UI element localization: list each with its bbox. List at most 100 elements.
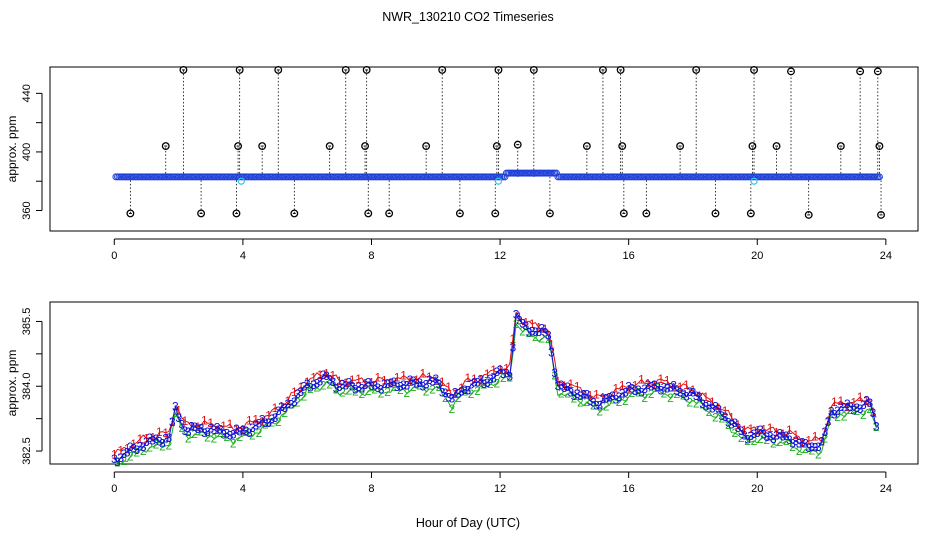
series-label-1: 1: [150, 431, 157, 445]
x-tick-label: 24: [880, 250, 892, 262]
series-label-2: 2: [815, 448, 822, 462]
series-label-3: 3: [445, 390, 452, 404]
series-label-3: 3: [841, 401, 848, 415]
series-label-2: 2: [500, 371, 507, 385]
series-label-1: 1: [799, 437, 806, 451]
series-label-1: 1: [548, 338, 555, 352]
series-label-2: 2: [821, 432, 828, 446]
series-label-3: 3: [683, 390, 690, 404]
series-label-3: 3: [622, 386, 629, 400]
series-label-3: 3: [375, 381, 382, 395]
series-label-1: 1: [516, 310, 523, 324]
series-label-1: 1: [709, 395, 716, 409]
series-label-3: 3: [358, 382, 365, 396]
series-label-2: 2: [725, 418, 732, 432]
series-label-3: 3: [702, 399, 709, 413]
series-label-2: 2: [307, 382, 314, 396]
series-label-2: 2: [577, 396, 584, 410]
series-label-2: 2: [153, 437, 160, 451]
series-label-1: 1: [207, 416, 214, 430]
series-label-1: 1: [259, 415, 266, 429]
series-label-3: 3: [310, 378, 317, 392]
series-label-3: 3: [494, 365, 501, 379]
outlier-point: [711, 209, 720, 218]
series-label-3: 3: [632, 384, 639, 398]
series-label-2: 2: [641, 391, 648, 405]
series-label-3: 3: [137, 440, 144, 454]
series-label-1: 1: [387, 377, 394, 391]
series-label-3: 3: [715, 403, 722, 417]
series-label-1: 1: [728, 410, 735, 424]
series-label-1: 1: [805, 434, 812, 448]
outlier-point: [197, 209, 206, 218]
series-label-2: 2: [236, 430, 243, 444]
series-label-3: 3: [150, 434, 157, 448]
outlier-point: [492, 142, 501, 151]
series-label-2: 2: [185, 432, 192, 446]
y-tick-label: 440: [21, 84, 33, 102]
series-label-2: 2: [738, 431, 745, 445]
series-label-1: 1: [767, 421, 774, 435]
series-label-2: 2: [455, 391, 462, 405]
outlier-point: [290, 209, 299, 218]
series-label-1: 1: [336, 374, 343, 388]
series-label-3: 3: [262, 416, 269, 430]
series-label-3: 3: [680, 387, 687, 401]
series-label-3: 3: [288, 397, 295, 411]
series-label-2: 2: [114, 456, 121, 470]
series-label-3: 3: [770, 432, 777, 446]
series-label-3: 3: [635, 383, 642, 397]
outlier-point: [494, 65, 503, 74]
series-label-2: 2: [648, 387, 655, 401]
series-label-3: 3: [403, 378, 410, 392]
series-line-2: [114, 322, 877, 465]
series-label-3: 3: [339, 378, 346, 392]
series-label-2: 2: [609, 393, 616, 407]
series-label-2: 2: [757, 432, 764, 446]
series-label-3: 3: [722, 410, 729, 424]
series-label-3: 3: [738, 424, 745, 438]
series-label-2: 2: [313, 380, 320, 394]
series-label-3: 3: [281, 401, 288, 415]
series-label-1: 1: [683, 378, 690, 392]
series-label-3: 3: [127, 440, 134, 454]
raw-panel: 0 4 8 12 16 20 24 360 400 440 approx. ppm: [5, 65, 919, 262]
series-label-3: 3: [301, 380, 308, 394]
series-label-3: 3: [757, 423, 764, 437]
series-label-1: 1: [625, 382, 632, 396]
series-label-3: 3: [510, 341, 517, 355]
outlier-point: [787, 67, 795, 76]
series-label-3: 3: [188, 420, 195, 434]
series-label-3: 3: [481, 377, 488, 391]
series-label-2: 2: [198, 425, 205, 439]
series-label-3: 3: [815, 440, 822, 454]
series-label-3: 3: [606, 391, 613, 405]
series-label-1: 1: [278, 400, 285, 414]
series-label-3: 3: [371, 379, 378, 393]
series-label-2: 2: [558, 387, 565, 401]
series-label-3: 3: [773, 428, 780, 442]
series-label-3: 3: [641, 382, 648, 396]
y-tick-label: 384.0: [21, 372, 33, 400]
series-label-3: 3: [317, 375, 324, 389]
series-label-1: 1: [465, 371, 472, 385]
series-label-3: 3: [477, 373, 484, 387]
series-label-3: 3: [796, 436, 803, 450]
series-label-1: 1: [330, 369, 337, 383]
series-label-3: 3: [169, 415, 176, 429]
series-label-3: 3: [580, 388, 587, 402]
series-label-2: 2: [133, 446, 140, 460]
series-label-1: 1: [452, 387, 459, 401]
series-label-2: 2: [789, 440, 796, 454]
outlier-point: [179, 65, 188, 74]
series-label-3: 3: [783, 429, 790, 443]
outlier-point: [750, 65, 758, 74]
series-label-3: 3: [172, 399, 179, 413]
series-label-1: 1: [600, 390, 607, 404]
series-label-1: 1: [291, 385, 298, 399]
series-label-2: 2: [712, 410, 719, 424]
series-label-3: 3: [330, 375, 337, 389]
series-label-3: 3: [854, 401, 861, 415]
series-label-3: 3: [217, 423, 224, 437]
series-label-2: 2: [661, 387, 668, 401]
